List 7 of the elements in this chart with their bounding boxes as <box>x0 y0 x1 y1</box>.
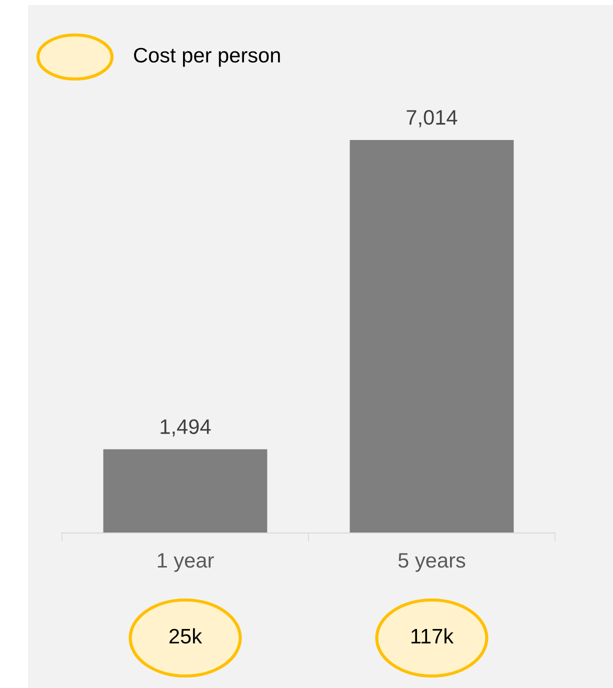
text: Cost per person <box>134 48 280 67</box>
text: 25k <box>170 628 202 644</box>
data-label: 1,494 <box>160 419 211 437</box>
text: 117k <box>412 628 454 644</box>
x-tick-label: 5 years <box>398 553 466 572</box>
data-label: 7,014 <box>406 110 458 128</box>
x-tick-label: 1 year <box>158 553 214 572</box>
